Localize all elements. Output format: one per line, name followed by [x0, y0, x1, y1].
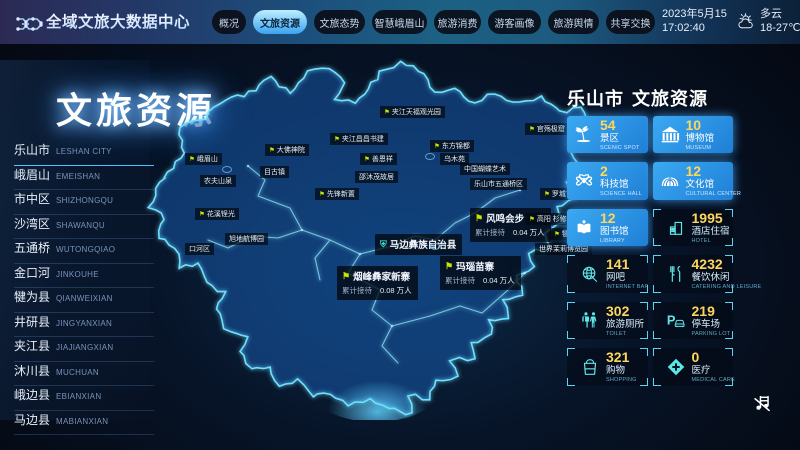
svg-text:P: P [666, 313, 675, 328]
